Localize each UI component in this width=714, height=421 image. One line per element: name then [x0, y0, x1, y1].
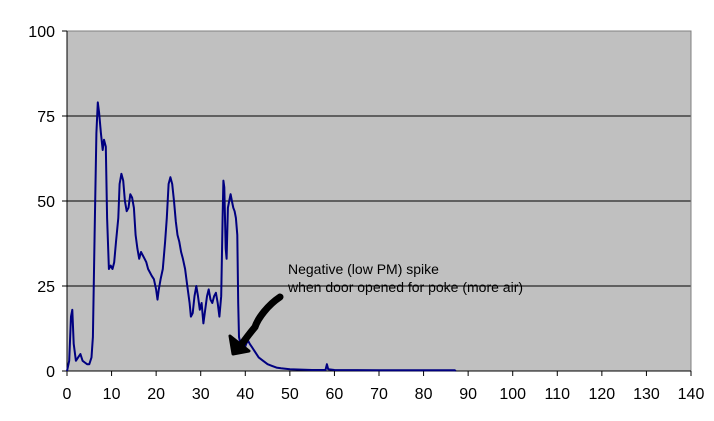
y-tick-label: 25	[37, 279, 55, 296]
y-tick-label: 0	[46, 364, 55, 381]
plot-border	[67, 30, 692, 371]
x-tick-label: 90	[459, 386, 477, 403]
x-tick-label: 80	[415, 386, 433, 403]
x-tick-label: 70	[370, 386, 388, 403]
x-tick-label: 60	[326, 386, 344, 403]
x-tick-label: 10	[103, 386, 121, 403]
y-axis-ticks: 0 25 50 75 100	[28, 24, 67, 381]
x-tick-label: 40	[236, 386, 254, 403]
y-tick-label: 75	[37, 109, 55, 126]
x-tick-label: 50	[281, 386, 299, 403]
x-tick-label: 140	[678, 386, 705, 403]
x-tick-label: 100	[499, 386, 526, 403]
y-tick-label: 100	[28, 24, 55, 41]
x-tick-label: 0	[63, 386, 72, 403]
x-tick-label: 130	[633, 386, 660, 403]
x-tick-label: 20	[147, 386, 165, 403]
x-axis-ticks: 0 10 20 30 40 50 60 70 80 90 100 110 120 130 140	[63, 371, 705, 403]
x-tick-label: 30	[192, 386, 210, 403]
annotation-arrowhead	[228, 334, 251, 356]
annotation-line-1: Negative (low PM) spike	[288, 261, 439, 277]
annotation-arrow	[235, 293, 284, 352]
annotation-line-2: when door opened for poke (more air)	[287, 279, 523, 295]
x-tick-label: 120	[589, 386, 616, 403]
x-tick-label: 110	[545, 386, 571, 403]
y-tick-label: 50	[37, 194, 55, 211]
